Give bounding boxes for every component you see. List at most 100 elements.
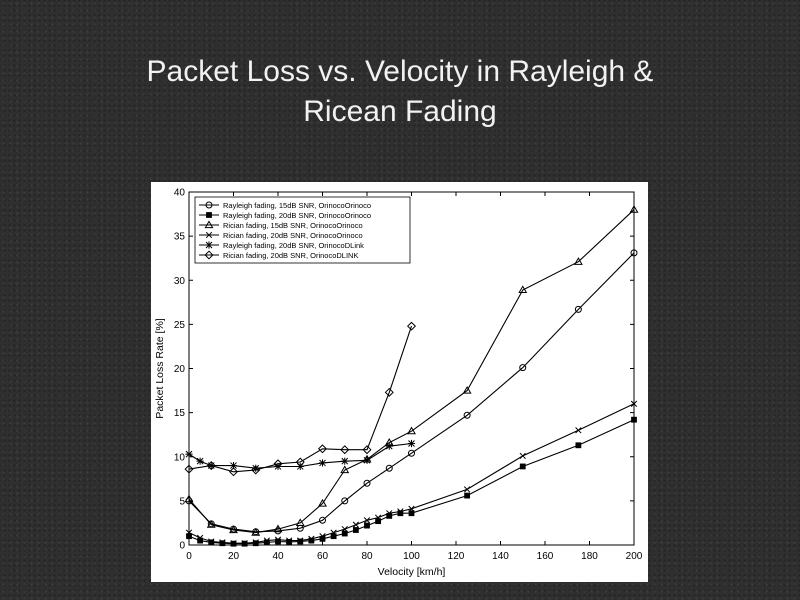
data-point-square: [252, 540, 259, 547]
x-tick-label: 80: [361, 551, 373, 562]
data-point-diamond: [184, 464, 194, 474]
legend-label: Rician fading, 20dB SNR, OrinocoOrinoco: [223, 231, 363, 240]
slide-title: Packet Loss vs. Velocity in Rayleigh & R…: [0, 52, 800, 132]
data-point-circle: [385, 464, 393, 472]
data-point-square: [297, 538, 304, 545]
data-point-triangle: [184, 494, 194, 503]
legend-marker-square: [206, 212, 212, 218]
data-point-square: [375, 518, 382, 525]
series-star: [185, 439, 416, 472]
series-x: [185, 400, 638, 547]
data-point-star: [341, 457, 349, 465]
data-point-triangle: [318, 498, 327, 507]
series-line-triangle: [188, 209, 635, 534]
legend: Rayleigh fading, 15dB SNR, OrinocoOrinoc…: [194, 196, 411, 264]
data-point-square: [286, 539, 293, 545]
data-point-square: [364, 522, 370, 529]
data-point-x: [374, 514, 382, 521]
data-point-x: [297, 537, 304, 544]
x-tick-label: 120: [448, 551, 465, 562]
data-point-star: [185, 450, 193, 458]
y-tick-label: 40: [174, 188, 186, 199]
data-point-x: [352, 521, 360, 528]
data-point-star: [363, 456, 371, 464]
data-point-triangle: [462, 385, 472, 394]
data-point-square: [631, 416, 637, 423]
y-tick-label: 25: [174, 320, 186, 331]
series-circle: [185, 249, 638, 536]
y-tick-label: 20: [174, 364, 186, 375]
data-point-star: [318, 459, 327, 467]
data-point-star: [385, 442, 393, 450]
legend-marker-star: [205, 241, 213, 249]
series-diamond: [184, 321, 417, 477]
data-point-x: [341, 525, 348, 533]
data-point-circle: [363, 479, 371, 487]
data-point-square: [219, 540, 226, 547]
legend-marker-x: [205, 231, 213, 239]
legend-label: Rayleigh fading, 20dB SNR, OrinocoOrinoc…: [223, 211, 371, 220]
data-point-x: [308, 535, 315, 542]
data-point-x: [330, 529, 337, 536]
data-point-x: [319, 533, 326, 540]
data-point-star: [229, 461, 238, 470]
series-triangle: [184, 205, 639, 536]
legend-label: Rayleigh fading, 15dB SNR, OrinocoOrinoc…: [223, 201, 371, 210]
data-point-x: [263, 537, 271, 544]
data-point-diamond: [384, 387, 394, 397]
data-point-square: [352, 527, 359, 533]
data-point-diamond: [362, 445, 372, 455]
x-tick-label: 40: [272, 551, 284, 562]
legend-label: Rician fading, 15dB SNR, OrinocoOrinoco: [223, 221, 363, 230]
y-tick-label: 10: [174, 452, 186, 463]
data-point-circle: [341, 497, 349, 505]
y-tick-label: 5: [179, 496, 185, 507]
packet-loss-chart: 0 20 40 60 80 100 120 140 160 180 200 0 5 10 15 20 25 30 3…: [154, 188, 643, 579]
data-point-triangle: [407, 426, 416, 435]
data-point-diamond: [406, 321, 417, 331]
x-axis-label: Velocity [km/h]: [378, 566, 446, 578]
data-point-x: [463, 486, 471, 493]
x-tick-label: 0: [186, 551, 192, 562]
data-point-x: [630, 400, 638, 407]
data-point-square: [575, 442, 582, 449]
data-point-x: [408, 505, 415, 512]
data-point-triangle: [518, 285, 528, 294]
data-point-diamond: [251, 465, 261, 475]
data-point-diamond: [206, 461, 216, 471]
series-line-diamond: [188, 325, 413, 473]
data-point-square: [186, 533, 192, 540]
data-point-x: [285, 537, 293, 544]
x-tick-label: 20: [228, 551, 240, 562]
data-point-x: [397, 508, 404, 515]
data-point-x: [575, 427, 582, 434]
series-line-star: [188, 442, 412, 469]
data-point-square: [408, 510, 415, 517]
data-point-triangle: [206, 520, 216, 528]
data-point-x: [230, 540, 237, 547]
data-point-x: [274, 536, 282, 543]
data-point-square: [208, 539, 215, 546]
x-tick-label: 160: [537, 551, 554, 562]
legend-marker-diamond: [204, 250, 214, 260]
slide-title-line-2: Ricean Fading: [303, 95, 497, 128]
data-point-x: [219, 539, 226, 546]
data-point-triangle: [573, 257, 583, 265]
y-tick-label: 35: [174, 232, 186, 243]
x-tick-label: 200: [626, 551, 643, 562]
data-point-x: [363, 517, 371, 524]
y-axis-label: Packet Loss Rate [%]: [154, 318, 166, 418]
data-point-circle: [408, 449, 415, 457]
y-tick-label: 30: [174, 276, 186, 287]
data-point-triangle: [229, 525, 238, 534]
data-point-square: [341, 530, 348, 537]
data-point-x: [208, 538, 215, 545]
legend-box: [194, 196, 411, 264]
data-point-triangle: [251, 528, 261, 536]
data-point-square: [464, 492, 471, 499]
series-line-square: [188, 419, 635, 545]
data-point-triangle: [295, 518, 305, 527]
data-point-x: [241, 540, 248, 547]
series-square: [186, 416, 637, 547]
data-point-circle: [519, 364, 527, 372]
